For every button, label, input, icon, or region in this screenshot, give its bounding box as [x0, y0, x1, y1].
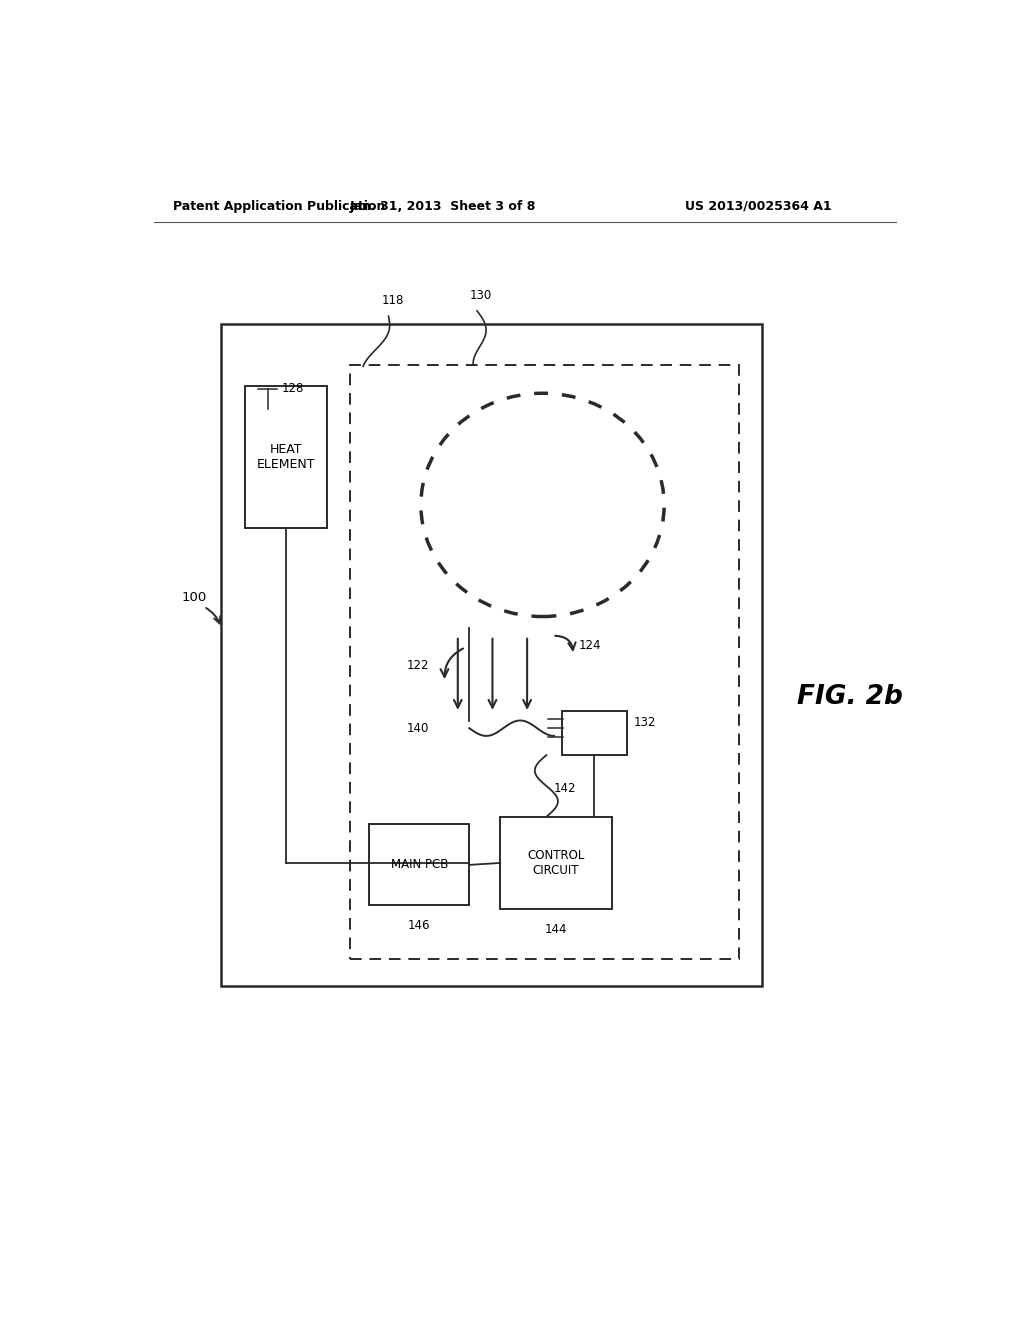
- Text: 124: 124: [579, 639, 601, 652]
- Bar: [562, 711, 628, 755]
- Text: 140: 140: [407, 722, 429, 735]
- Text: 142: 142: [554, 781, 577, 795]
- Text: 118: 118: [381, 294, 403, 308]
- Bar: [370, 825, 469, 906]
- Text: MAIN PCB: MAIN PCB: [390, 858, 447, 871]
- Bar: [350, 364, 739, 960]
- Text: Patent Application Publication: Patent Application Publication: [173, 199, 385, 213]
- Bar: [500, 817, 611, 909]
- Text: 144: 144: [545, 923, 567, 936]
- Text: 128: 128: [282, 381, 304, 395]
- Text: US 2013/0025364 A1: US 2013/0025364 A1: [685, 199, 831, 213]
- Bar: [245, 385, 327, 528]
- Text: HEAT
ELEMENT: HEAT ELEMENT: [256, 442, 315, 471]
- Text: 130: 130: [470, 289, 493, 302]
- Text: 146: 146: [408, 919, 430, 932]
- Text: 122: 122: [407, 659, 429, 672]
- Text: Jan. 31, 2013  Sheet 3 of 8: Jan. 31, 2013 Sheet 3 of 8: [349, 199, 536, 213]
- Text: CONTROL
CIRCUIT: CONTROL CIRCUIT: [527, 849, 585, 876]
- Text: 100: 100: [181, 591, 206, 603]
- Text: FIG. 2b: FIG. 2b: [797, 684, 902, 710]
- Bar: [221, 323, 762, 986]
- Text: 132: 132: [634, 717, 655, 730]
